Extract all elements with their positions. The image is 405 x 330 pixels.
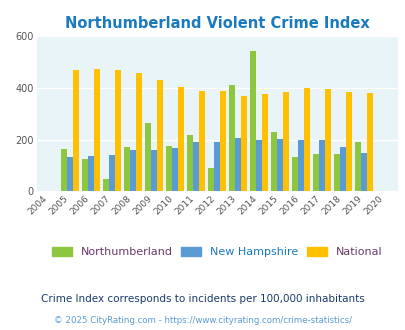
Bar [271,132,277,191]
Bar [241,96,246,191]
Bar [324,89,330,191]
Bar [354,142,360,191]
Bar [198,91,205,191]
Bar [256,140,262,191]
Bar [61,149,67,191]
Bar [166,146,172,191]
Bar [277,139,282,191]
Bar [298,140,303,191]
Bar [214,142,220,191]
Bar [145,123,151,191]
Bar [103,179,109,191]
Bar [334,154,339,191]
Bar [178,87,183,191]
Bar [366,93,372,191]
Bar [234,138,241,191]
Text: Crime Index corresponds to incidents per 100,000 inhabitants: Crime Index corresponds to incidents per… [41,294,364,304]
Legend: Northumberland, New Hampshire, National: Northumberland, New Hampshire, National [51,247,382,257]
Bar [193,142,198,191]
Bar [318,140,324,191]
Bar [262,94,267,191]
Bar [229,85,235,191]
Bar [172,148,178,191]
Bar [73,70,79,191]
Bar [292,156,298,191]
Bar [67,157,73,191]
Bar [88,156,94,191]
Bar [313,154,318,191]
Title: Northumberland Violent Crime Index: Northumberland Violent Crime Index [65,16,369,31]
Bar [136,73,142,191]
Text: © 2025 CityRating.com - https://www.cityrating.com/crime-statistics/: © 2025 CityRating.com - https://www.city… [54,316,351,325]
Bar [345,92,351,191]
Bar [124,148,130,191]
Bar [130,149,136,191]
Bar [360,152,366,191]
Bar [208,168,214,191]
Bar [109,155,115,191]
Bar [115,70,121,191]
Bar [157,80,162,191]
Bar [151,150,157,191]
Bar [220,91,226,191]
Bar [187,135,193,191]
Bar [339,147,345,191]
Bar [282,92,288,191]
Bar [94,69,100,191]
Bar [303,88,309,191]
Bar [250,50,256,191]
Bar [82,159,88,191]
